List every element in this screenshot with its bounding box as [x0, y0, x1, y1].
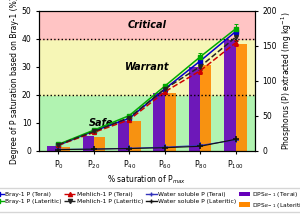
Bar — [224, 40, 236, 150]
Bar — [82, 136, 94, 150]
Text: Safe: Safe — [89, 118, 113, 127]
Bar — [39, 95, 255, 150]
Bar — [200, 65, 212, 150]
Legend: Bray-1 P (Terai), Bray-1 P (Lateritic), Mehlich-1 P (Terai), Mehlich-1 P (Lateri: Bray-1 P (Terai), Bray-1 P (Lateritic), … — [0, 188, 300, 212]
Bar — [236, 44, 247, 150]
Text: Warrant: Warrant — [125, 62, 169, 72]
Y-axis label: Degree of P saturation based on Bray-1 (%): Degree of P saturation based on Bray-1 (… — [10, 0, 19, 164]
Bar — [94, 137, 105, 150]
Bar — [39, 39, 255, 95]
Bar — [129, 121, 141, 150]
Bar — [39, 11, 255, 39]
Y-axis label: Phosphorus (P) extracted (mg kg$^{-1}$): Phosphorus (P) extracted (mg kg$^{-1}$) — [280, 11, 294, 150]
Bar — [47, 146, 58, 150]
Bar — [58, 147, 70, 150]
Text: Critical: Critical — [128, 20, 167, 30]
Bar — [189, 67, 200, 150]
Bar — [118, 121, 129, 150]
X-axis label: % saturation of P$_{max}$: % saturation of P$_{max}$ — [107, 174, 187, 186]
Bar — [153, 93, 165, 150]
Bar — [165, 93, 176, 150]
